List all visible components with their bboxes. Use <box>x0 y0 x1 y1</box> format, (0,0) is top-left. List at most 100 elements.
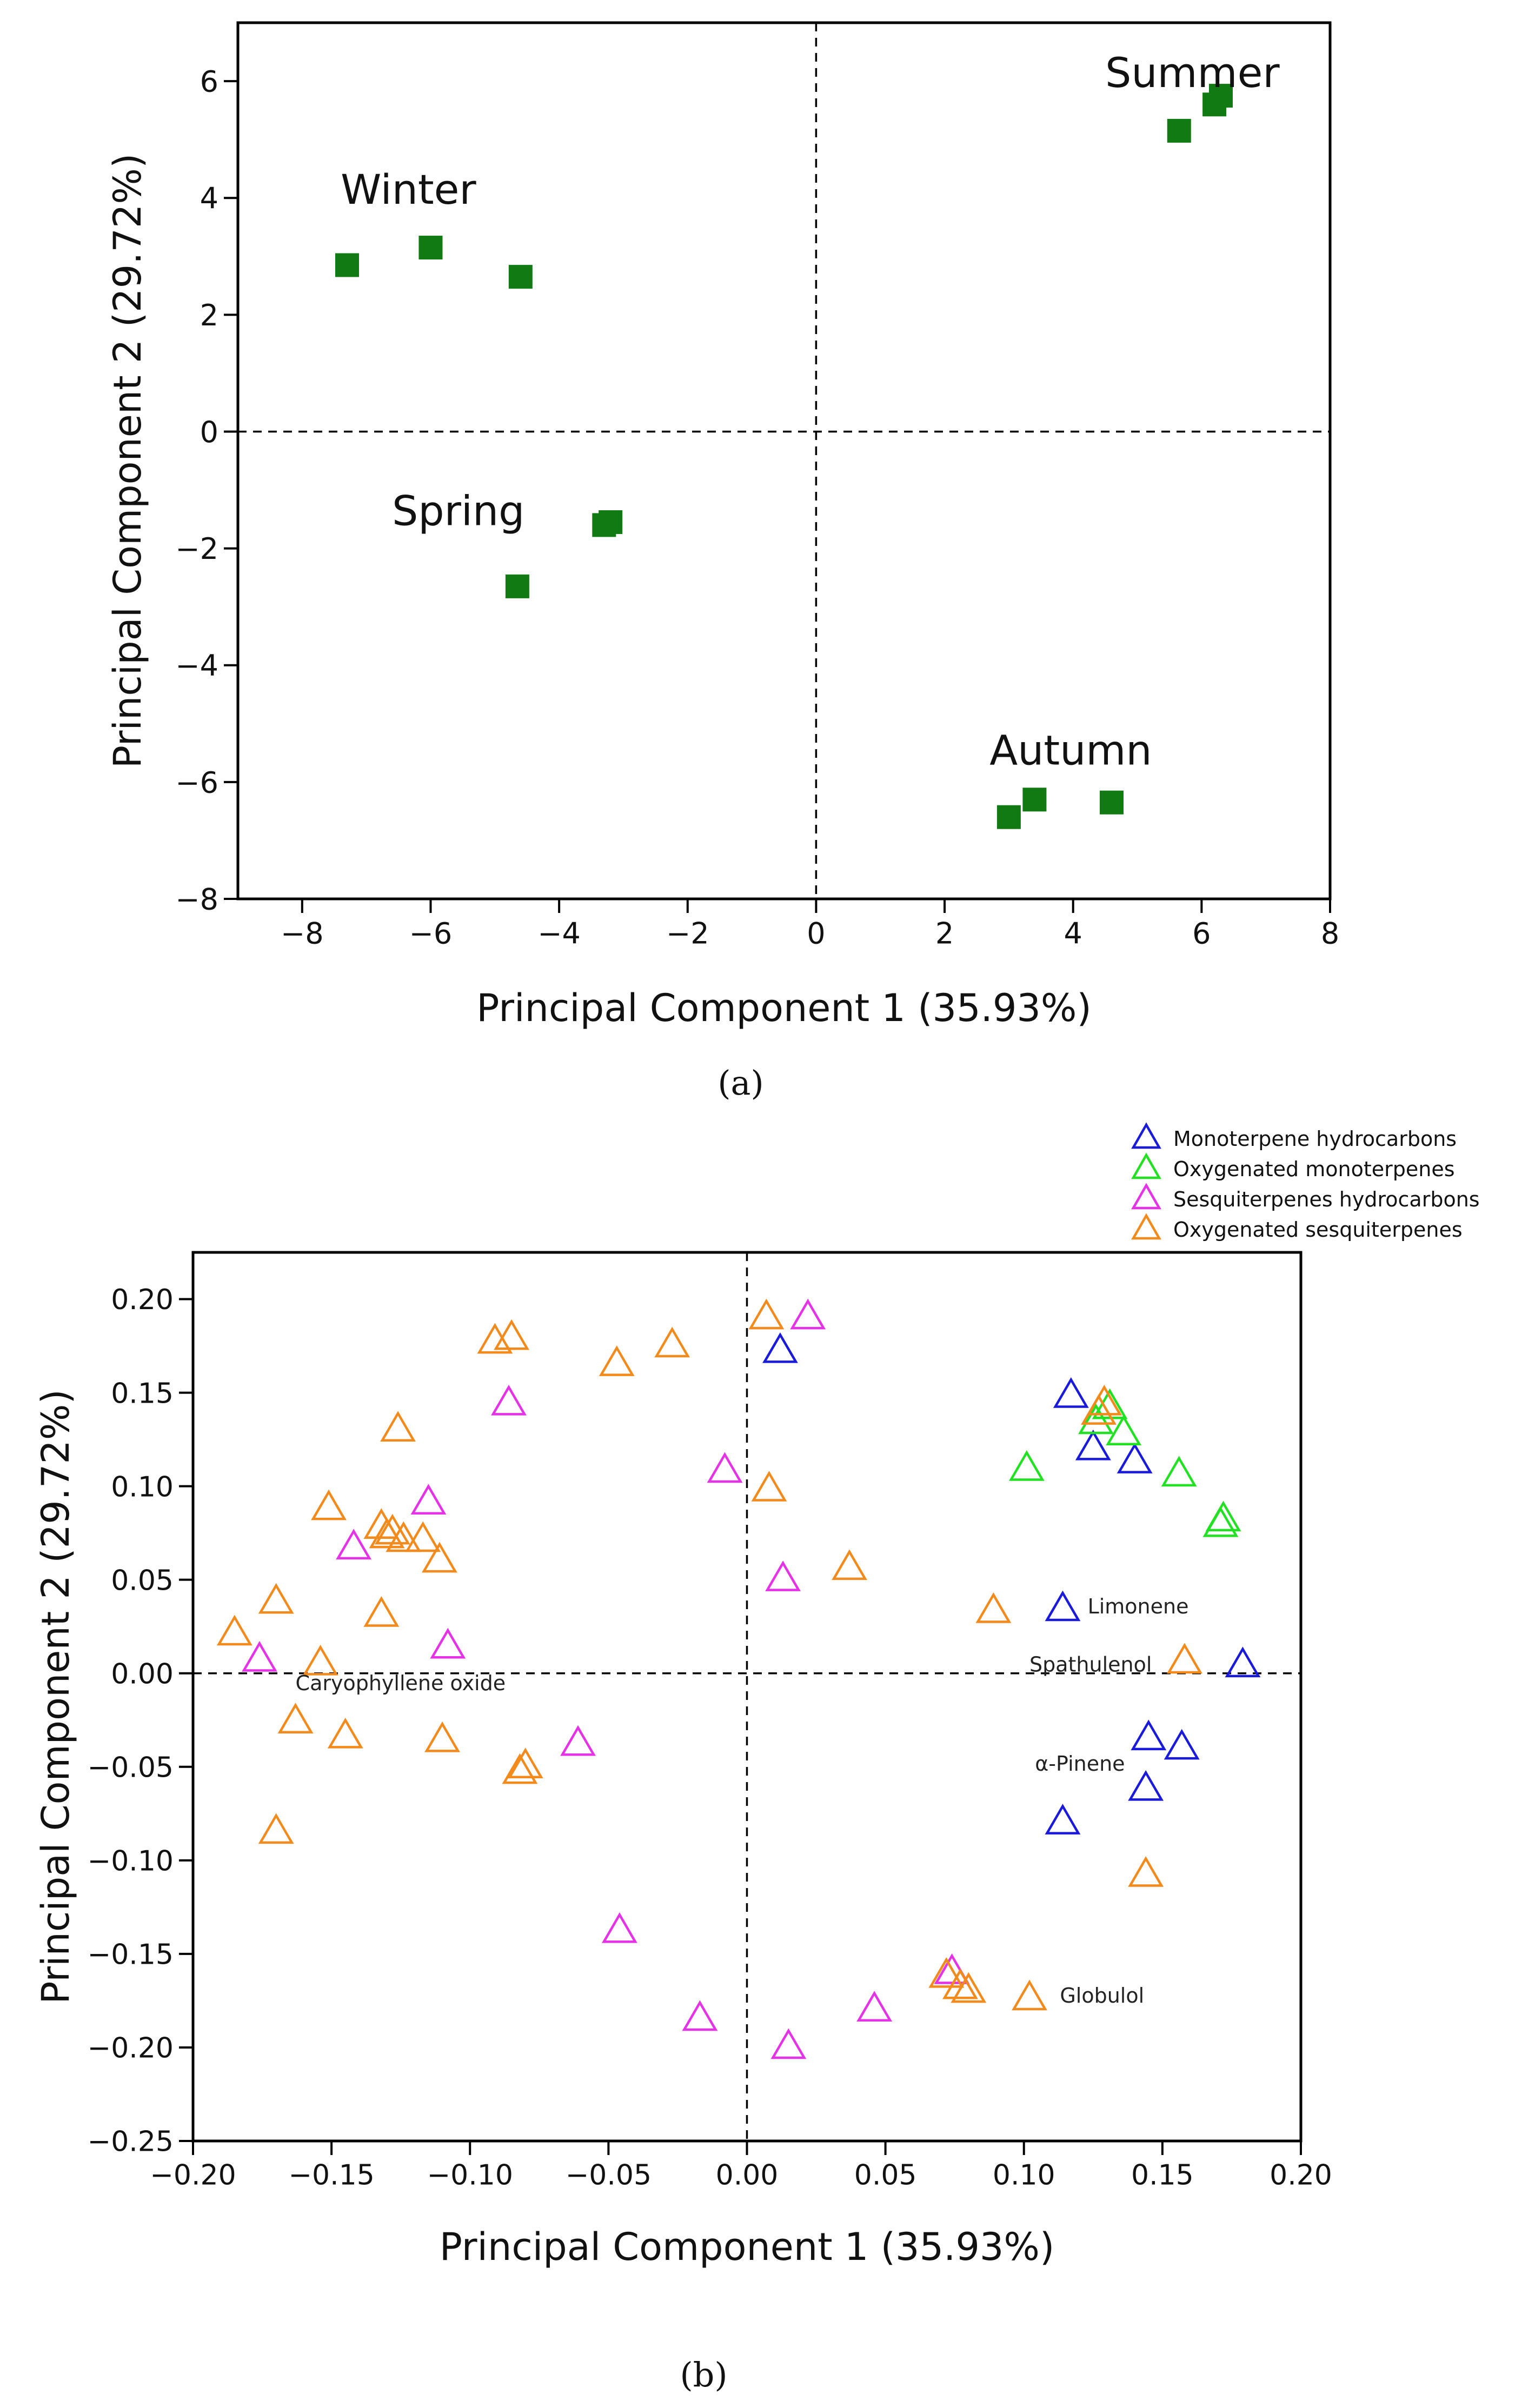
x-tick-label: −0.05 <box>566 2159 652 2192</box>
loading-point-sesquiterpenes-hydrocarbons <box>790 1298 826 1330</box>
y-tick-label: −0.15 <box>88 1939 174 1971</box>
x-tick-label: −2 <box>666 917 709 951</box>
y-tick-label: −0.20 <box>88 2032 174 2065</box>
loading-point-oxygenated-sesquiterpenes <box>1128 1856 1164 1887</box>
x-tick-label: −4 <box>537 917 581 951</box>
loading-point-oxygenated-sesquiterpenes <box>507 1747 543 1779</box>
loading-point-sesquiterpenes-hydrocarbons <box>856 1991 893 2022</box>
sample-point-winter <box>418 236 443 260</box>
panel-a-y-ticks: −8 −6 −4 −2 0 2 4 6 <box>175 65 238 916</box>
loading-point-oxygenated-sesquiterpenes <box>327 1717 363 1749</box>
loading-point-oxygenated-sesquiterpenes <box>380 1411 416 1442</box>
loading-point-monoterpene-hydrocarbons <box>1045 1804 1081 1835</box>
x-tick-label: −0.20 <box>150 2159 236 2192</box>
x-tick-label: 0.20 <box>1270 2159 1332 2192</box>
loading-point-monoterpene-hydrocarbons <box>1225 1646 1261 1678</box>
legend-marker <box>1131 1152 1161 1179</box>
loading-point-sesquiterpenes-hydrocarbons <box>491 1384 527 1416</box>
loading-point-oxygenated-sesquiterpenes <box>494 1319 529 1350</box>
panel-b-point-annotations: Limonene Spathulenol Caryophyllene oxide α-… <box>296 1595 1189 2007</box>
loading-point-oxygenated-sesquiterpenes <box>277 1703 314 1733</box>
loading-point-monoterpene-hydrocarbons <box>1045 1590 1081 1622</box>
y-tick-label: 4 <box>200 182 218 216</box>
x-tick-label: 4 <box>1064 917 1082 951</box>
panel-a-plot-frame <box>236 21 1332 901</box>
legend-marker <box>1131 1122 1161 1149</box>
loading-point-oxygenated-sesquiterpenes <box>405 1521 441 1552</box>
loading-point-oxygenated-sesquiterpenes <box>477 1323 513 1354</box>
loading-point-oxygenated-sesquiterpenes <box>751 1471 787 1502</box>
loading-point-oxygenated-sesquiterpenes <box>832 1549 867 1580</box>
legend-marker <box>1131 1213 1161 1240</box>
x-tick-label: −6 <box>409 917 453 951</box>
x-tick-label: 0.05 <box>854 2159 917 2192</box>
point-annotation-spathulenol: Spathulenol <box>1029 1652 1152 1676</box>
loading-point-sesquiterpenes-hydrocarbons <box>336 1529 372 1560</box>
loading-point-oxygenated-sesquiterpenes <box>369 1517 405 1549</box>
sample-point-summer <box>1167 118 1191 143</box>
point-annotation-globulol: Globulol <box>1060 1984 1144 2007</box>
legend-marker <box>1131 1183 1161 1210</box>
loading-point-oxygenated-sesquiterpenes <box>311 1489 347 1520</box>
panel-a-x-ticks: −8 −6 −4 −2 0 2 4 6 8 <box>281 899 1339 951</box>
loading-point-sesquiterpenes-hydrocarbons <box>682 2000 718 2031</box>
group-label-spring: Spring <box>392 486 524 535</box>
panel-b-legend: Monoterpene hydrocarbons Oxygenated monot… <box>1131 1122 1480 1242</box>
loading-point-sesquiterpenes-hydrocarbons <box>560 1725 596 1756</box>
panel-a-points <box>335 84 1233 829</box>
panel-b-reference-lines <box>193 1252 1301 2141</box>
sample-point-autumn <box>1100 790 1124 815</box>
panel-a-caption: (a) <box>717 1063 763 1103</box>
loading-point-oxygenated-monoterpenes <box>1078 1403 1114 1435</box>
x-tick-label: 0.15 <box>1131 2159 1194 2192</box>
loading-point-monoterpene-hydrocarbons <box>1075 1429 1111 1460</box>
loading-point-sesquiterpenes-hydrocarbons <box>770 2028 807 2059</box>
panel-b-x-ticks: −0.20 −0.15 −0.10 −0.05 0.00 0.05 0.10 0.15 0.20 <box>150 2141 1332 2192</box>
loading-point-monoterpene-hydrocarbons <box>762 1332 798 1363</box>
y-tick-label: −2 <box>175 532 218 566</box>
loading-point-oxygenated-sesquiterpenes <box>1012 1979 1047 2011</box>
panel-a-group-labels: Summer Winter Spring Autumn <box>341 49 1280 775</box>
y-tick-label: −0.25 <box>88 2126 174 2158</box>
y-tick-label: 0.20 <box>111 1284 174 1316</box>
y-tick-label: 0.05 <box>111 1564 174 1597</box>
y-tick-label: −0.10 <box>88 1845 174 1878</box>
sample-point-spring <box>505 574 529 598</box>
x-tick-label: −0.10 <box>427 2159 513 2192</box>
panel-a-reference-lines <box>238 23 1330 899</box>
x-tick-label: 6 <box>1192 917 1211 951</box>
y-tick-label: 6 <box>200 65 218 99</box>
loading-point-oxygenated-monoterpenes <box>1008 1450 1045 1481</box>
panel-b-points <box>216 1298 1261 2059</box>
loading-point-oxygenated-sesquiterpenes <box>975 1592 1012 1623</box>
loading-point-oxygenated-sesquiterpenes <box>363 1596 400 1627</box>
y-tick-label: −4 <box>175 649 218 683</box>
x-tick-label: 0 <box>807 917 825 951</box>
point-annotation-caryophyllene-oxide: Caryophyllene oxide <box>296 1671 506 1695</box>
loading-point-oxygenated-sesquiterpenes <box>421 1542 457 1573</box>
x-tick-label: 8 <box>1321 917 1339 951</box>
panel-b-caption: (b) <box>680 2355 727 2394</box>
loading-point-sesquiterpenes-hydrocarbons <box>707 1452 743 1483</box>
loading-point-monoterpene-hydrocarbons <box>1128 1770 1164 1801</box>
x-tick-label: 0.00 <box>716 2159 779 2192</box>
panel-a-y-axis-title: Principal Component 2 (29.72%) <box>105 154 150 769</box>
y-tick-label: 2 <box>200 298 218 332</box>
loading-point-oxygenated-sesquiterpenes <box>502 1753 538 1784</box>
sample-point-autumn <box>1022 788 1047 812</box>
y-tick-label: 0.15 <box>111 1377 174 1410</box>
point-annotation--pinene: α-Pinene <box>1035 1752 1125 1776</box>
loading-point-oxygenated-sesquiterpenes <box>654 1326 690 1358</box>
loading-point-oxygenated-sesquiterpenes <box>928 1957 965 1988</box>
panel-a-x-axis-title: Principal Component 1 (35.93%) <box>476 986 1092 1030</box>
loading-point-sesquiterpenes-hydrocarbons <box>430 1627 466 1659</box>
y-tick-label: −0.05 <box>88 1752 174 1784</box>
loading-point-sesquiterpenes-hydrocarbons <box>765 1560 801 1591</box>
sample-point-autumn <box>996 805 1021 829</box>
panel-b-scatter: −0.20 −0.15 −0.10 −0.05 0.00 0.05 0.10 0.15 0.20… <box>34 1122 1480 2394</box>
loading-point-oxygenated-sesquiterpenes <box>748 1298 785 1330</box>
sample-point-winter <box>335 253 359 277</box>
y-tick-label: −6 <box>175 765 218 799</box>
